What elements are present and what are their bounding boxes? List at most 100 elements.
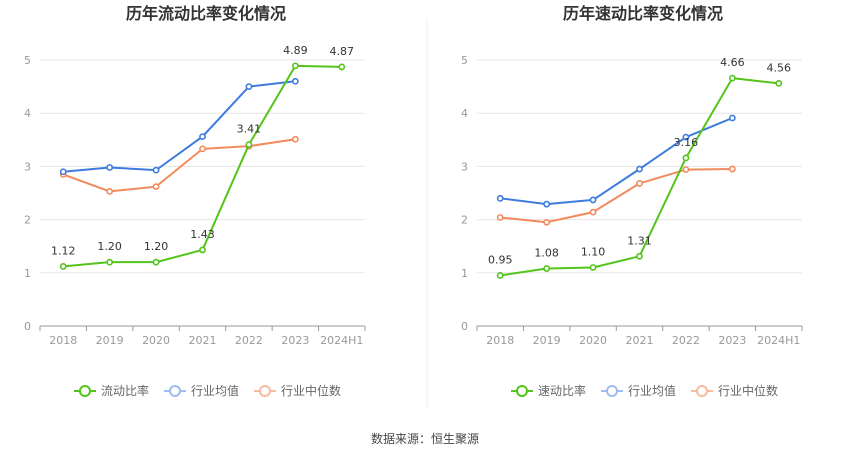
x-tick-label: 2019 <box>96 334 124 347</box>
data-label: 4.56 <box>767 61 792 74</box>
data-label: 1.10 <box>581 245 606 258</box>
data-point[interactable] <box>106 164 114 171</box>
x-tick-label: 2019 <box>533 334 561 347</box>
x-tick-label: 2018 <box>49 334 77 347</box>
data-point[interactable] <box>589 196 597 204</box>
data-point[interactable] <box>106 188 114 195</box>
legend-marker <box>516 385 528 397</box>
data-source-note: 数据来源：恒生聚源 <box>371 431 479 446</box>
data-point[interactable] <box>636 165 643 173</box>
y-tick-label: 3 <box>24 160 31 173</box>
x-tick-label: 2022 <box>235 334 263 347</box>
data-point[interactable] <box>106 258 114 266</box>
data-label: 3.41 <box>237 123 262 136</box>
x-tick-label: 2023 <box>281 334 309 347</box>
data-label: 4.89 <box>283 44 308 57</box>
data-point[interactable] <box>152 166 160 174</box>
data-point[interactable] <box>589 264 597 271</box>
current-ratio-chart: 历年流动比率变化情况 0 1 2 3 4 5 2018 2019 2020 2021 2022 2023… <box>24 4 366 398</box>
data-point[interactable] <box>199 145 206 153</box>
data-point[interactable] <box>636 180 643 187</box>
data-point[interactable] <box>496 272 504 279</box>
legend-item[interactable]: 速动比率 <box>511 383 586 398</box>
data-point[interactable] <box>775 80 783 87</box>
x-tick-label: 2021 <box>626 334 654 347</box>
data-point[interactable] <box>152 258 160 266</box>
data-point[interactable] <box>543 265 551 272</box>
y-tick-label: 1 <box>461 267 468 280</box>
data-point[interactable] <box>152 183 160 191</box>
data-point[interactable] <box>291 135 299 143</box>
legend-item[interactable]: 流动比率 <box>74 383 149 398</box>
data-point[interactable] <box>543 200 551 208</box>
y-tick-label: 4 <box>461 107 468 120</box>
data-label: 1.20 <box>144 240 169 253</box>
series-line <box>500 168 733 224</box>
chart-title: 历年流动比率变化情况 <box>126 4 286 23</box>
x-tick-label: 2021 <box>189 334 217 347</box>
series-line <box>63 80 296 173</box>
data-point[interactable] <box>682 154 690 162</box>
y-tick-label: 2 <box>24 214 31 227</box>
legend-item[interactable]: 行业中位数 <box>691 383 778 398</box>
data-label: 4.87 <box>330 45 355 58</box>
data-point[interactable] <box>496 194 504 202</box>
legend-marker <box>169 385 181 397</box>
data-point[interactable] <box>245 141 253 148</box>
data-point[interactable] <box>636 252 643 260</box>
data-label: 4.66 <box>720 56 745 69</box>
data-point[interactable] <box>589 208 597 216</box>
data-point[interactable] <box>543 218 551 226</box>
y-tick-label: 4 <box>24 107 31 120</box>
x-tick-label: 2024H1 <box>320 334 363 347</box>
legend-label: 行业中位数 <box>718 383 778 398</box>
data-point[interactable] <box>59 263 67 270</box>
data-point[interactable] <box>199 133 206 141</box>
legend-label: 流动比率 <box>101 383 149 398</box>
x-tick-label: 2024H1 <box>757 334 800 347</box>
y-tick-label: 5 <box>24 54 31 67</box>
series-line <box>500 117 733 206</box>
x-tick-label: 2023 <box>718 334 746 347</box>
data-point[interactable] <box>682 133 690 141</box>
y-tick-label: 2 <box>461 214 468 227</box>
legend-label: 行业均值 <box>191 383 239 398</box>
data-label: 1.20 <box>97 240 122 253</box>
legend-item[interactable]: 行业均值 <box>164 383 239 398</box>
data-point[interactable] <box>199 246 206 254</box>
data-point[interactable] <box>728 74 736 82</box>
legend-marker <box>606 385 618 397</box>
data-point[interactable] <box>496 214 504 221</box>
legend-item[interactable]: 行业中位数 <box>254 383 341 398</box>
data-point[interactable] <box>682 166 690 173</box>
data-label: 1.12 <box>51 244 76 257</box>
data-label: 1.43 <box>190 228 215 241</box>
y-tick-label: 5 <box>461 54 468 67</box>
legend-marker <box>259 385 271 397</box>
chart-title: 历年速动比率变化情况 <box>563 4 723 23</box>
data-point[interactable] <box>291 62 299 70</box>
data-point[interactable] <box>245 83 253 90</box>
data-point[interactable] <box>338 63 346 71</box>
legend-item[interactable]: 行业均值 <box>601 383 676 398</box>
data-point[interactable] <box>291 77 299 85</box>
data-point[interactable] <box>728 114 736 122</box>
x-tick-label: 2022 <box>672 334 700 347</box>
x-tick-label: 2020 <box>142 334 170 347</box>
y-tick-label: 1 <box>24 267 31 280</box>
legend-label: 行业均值 <box>628 383 676 398</box>
data-point[interactable] <box>59 168 67 176</box>
legend-label: 行业中位数 <box>281 383 341 398</box>
x-tick-label: 2018 <box>486 334 514 347</box>
data-label: 1.08 <box>534 247 559 260</box>
y-tick-label: 0 <box>461 320 468 333</box>
y-tick-label: 3 <box>461 160 468 173</box>
data-label: 0.95 <box>488 253 513 266</box>
data-label: 3.16 <box>674 136 699 149</box>
y-tick-label: 0 <box>24 320 31 333</box>
series-line <box>62 138 296 193</box>
legend-marker <box>696 385 708 397</box>
x-tick-label: 2020 <box>579 334 607 347</box>
data-point[interactable] <box>728 165 736 173</box>
